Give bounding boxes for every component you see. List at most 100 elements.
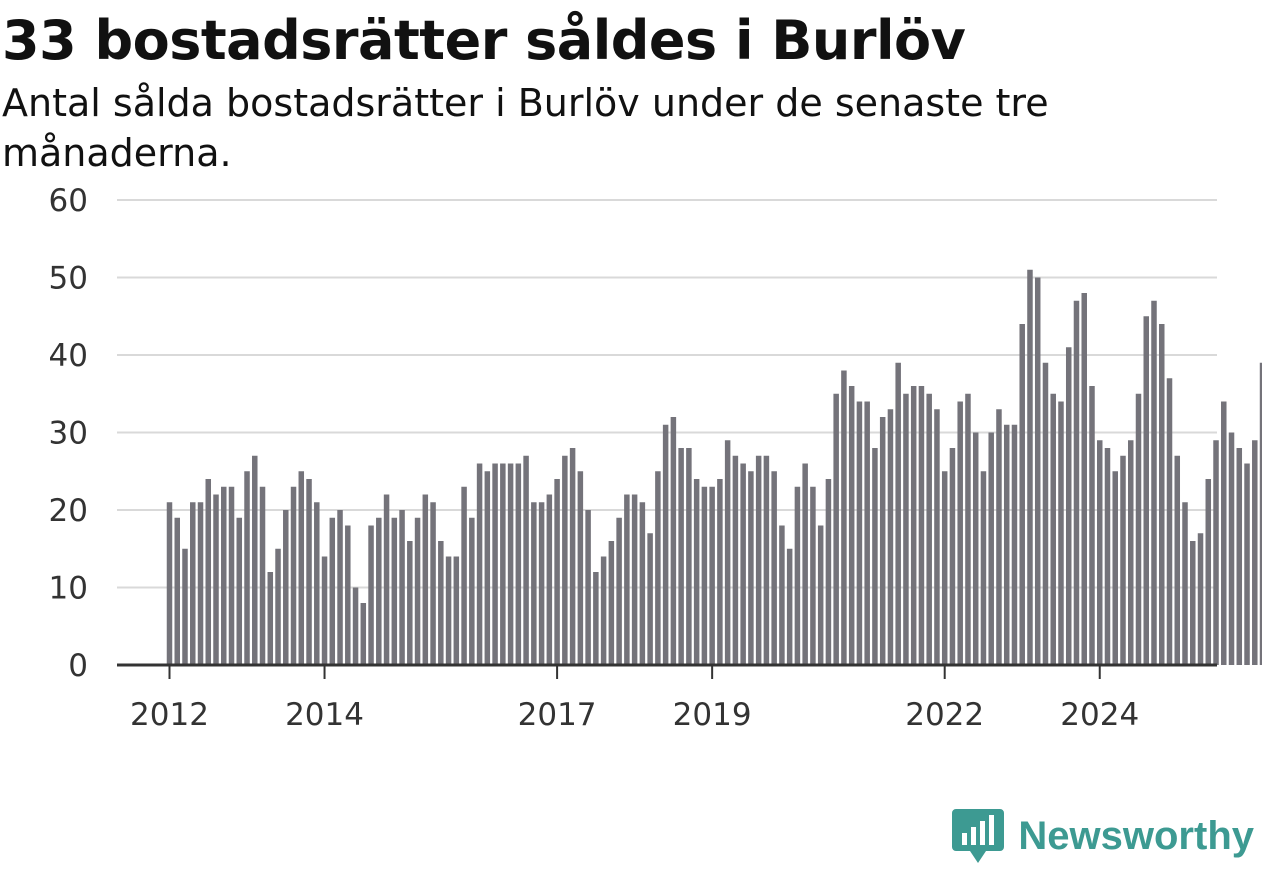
bar [1058,401,1064,665]
bar [314,502,320,665]
bar [1221,401,1227,665]
bar [833,393,839,665]
bar [1228,432,1235,665]
bar [717,479,723,665]
bar [934,409,940,665]
x-tick-label: 2019 [673,697,752,733]
bar [1182,502,1188,665]
bar [593,572,599,665]
bar [996,409,1002,665]
bar [763,455,770,665]
bar [252,455,258,665]
brand-name: Newsworthy [1018,813,1254,858]
x-tick-label: 2017 [518,697,597,733]
y-axis-labels: 0 10 20 30 40 50 60 [49,183,88,684]
bar [724,440,731,665]
bar [709,486,715,665]
bar [678,448,684,665]
bar [926,393,932,665]
bar [376,517,382,665]
newsworthy-logo-icon [952,809,1005,863]
bar [980,471,987,665]
bar [321,556,328,665]
bar [864,401,870,665]
y-tick-label: 20 [49,493,88,529]
bar [538,502,545,665]
bar [748,471,754,665]
bar [1151,300,1157,665]
bar [461,486,467,665]
bar [670,417,677,665]
bar [701,486,708,665]
bar [608,541,615,665]
bar [879,417,886,665]
bar [507,463,514,665]
bar [329,517,336,665]
bar [515,463,522,665]
bar [1003,424,1010,665]
y-tick-label: 60 [49,183,88,219]
bar [213,494,219,665]
bar [1252,440,1258,665]
bar [1042,362,1049,665]
bar [755,455,762,665]
bar [205,479,212,665]
bar [221,486,227,665]
bar [1143,316,1149,665]
bar [298,471,305,665]
bar [476,463,483,665]
bar [1019,324,1025,665]
bar [655,471,661,665]
bar [1081,293,1087,665]
x-tick-label: 2024 [1060,697,1139,733]
bar [848,386,855,665]
bar [166,502,173,665]
bar [368,525,374,665]
bar [577,471,584,665]
bar [492,463,498,665]
bar [1065,347,1072,665]
bar [259,486,266,665]
bar [1128,440,1134,665]
bar [639,502,646,665]
bar [910,386,917,665]
bar [631,494,638,665]
bar [484,471,491,665]
bar [1112,471,1118,665]
bar [624,494,630,665]
y-tick-label: 50 [49,261,88,297]
bar [174,517,180,665]
bar [817,525,824,665]
bar [802,463,808,665]
bar [616,517,622,665]
bar [872,448,878,665]
bar [306,479,312,665]
x-tick-label: 2012 [130,697,209,733]
bar [957,401,963,665]
bar [949,448,956,665]
bar [399,510,405,665]
bar [779,525,785,665]
bar [1205,479,1212,665]
bar [600,556,607,665]
bar [236,517,243,665]
chart-subtitle: Antal sålda bostadsrätter i Burlöv under… [2,81,1049,175]
bar [686,448,692,665]
bar [500,463,506,665]
bar [546,494,553,665]
bar [1190,541,1196,665]
y-tick-label: 30 [49,416,88,452]
bar [895,362,901,665]
bar [810,486,816,665]
bar [1236,448,1243,665]
bar [647,533,653,665]
bar [1197,533,1204,665]
chart-title: 33 bostadsrätter såldes i Burlöv [2,9,966,72]
bar [523,455,529,665]
bar [1120,455,1126,665]
bar [1174,455,1181,665]
bar [1050,393,1056,665]
bar [825,479,832,665]
bar [662,424,669,665]
